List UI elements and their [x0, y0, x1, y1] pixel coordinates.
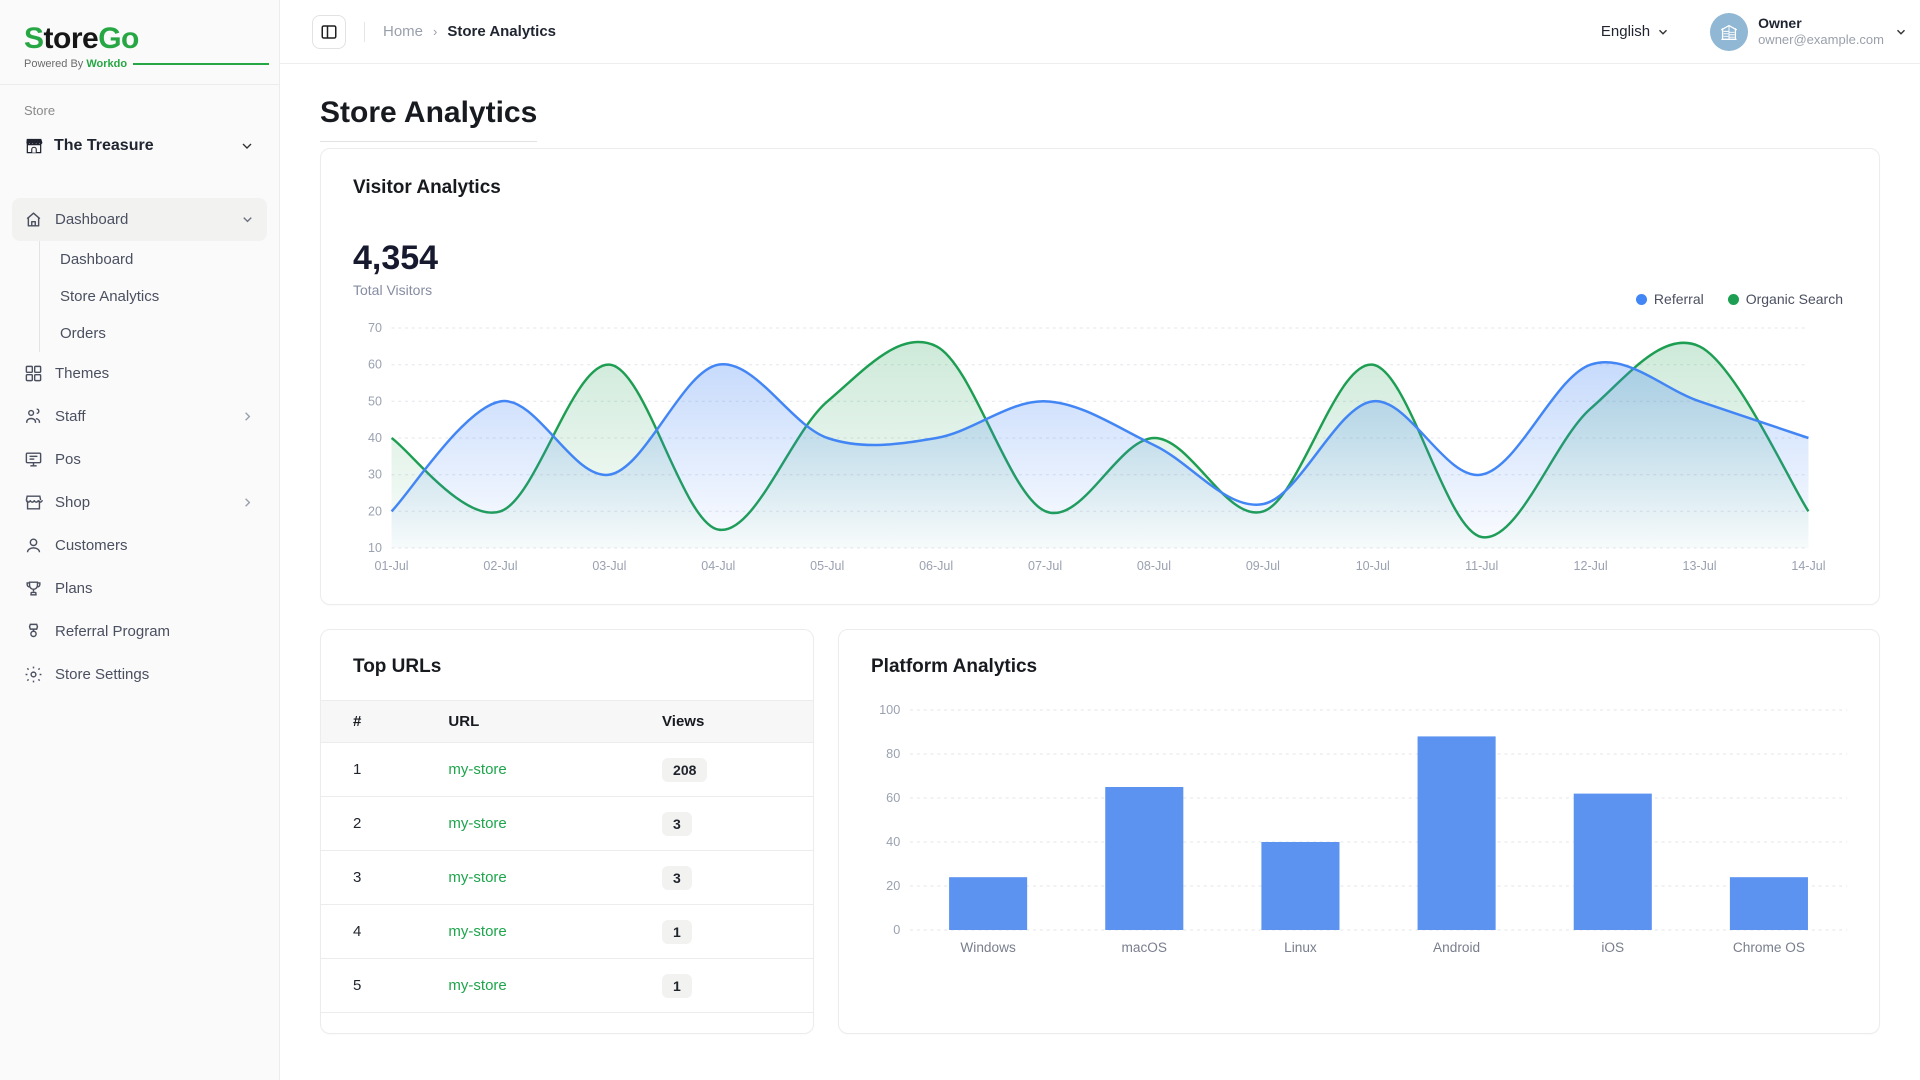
svg-text:14-Jul: 14-Jul	[1791, 558, 1825, 573]
svg-text:0: 0	[893, 922, 900, 937]
svg-text:80: 80	[886, 746, 900, 761]
svg-text:60: 60	[886, 790, 900, 805]
svg-text:Android: Android	[1433, 939, 1480, 955]
svg-text:11-Jul: 11-Jul	[1465, 558, 1498, 573]
svg-text:20: 20	[886, 878, 900, 893]
svg-text:Chrome OS: Chrome OS	[1733, 939, 1805, 955]
svg-text:13-Jul: 13-Jul	[1682, 558, 1716, 573]
svg-text:08-Jul: 08-Jul	[1137, 558, 1171, 573]
svg-text:10: 10	[368, 540, 382, 555]
svg-text:10-Jul: 10-Jul	[1356, 558, 1390, 573]
svg-text:03-Jul: 03-Jul	[592, 558, 626, 573]
svg-text:iOS: iOS	[1601, 939, 1624, 955]
svg-text:70: 70	[368, 320, 382, 335]
svg-text:Linux: Linux	[1284, 939, 1317, 955]
svg-text:Windows: Windows	[960, 939, 1015, 955]
svg-text:06-Jul: 06-Jul	[919, 558, 953, 573]
svg-text:12-Jul: 12-Jul	[1574, 558, 1608, 573]
svg-text:40: 40	[886, 834, 900, 849]
svg-text:07-Jul: 07-Jul	[1028, 558, 1062, 573]
svg-text:30: 30	[368, 466, 382, 481]
svg-text:40: 40	[368, 430, 382, 445]
svg-text:100: 100	[879, 702, 900, 717]
svg-text:04-Jul: 04-Jul	[701, 558, 735, 573]
svg-text:50: 50	[368, 393, 382, 408]
svg-text:60: 60	[368, 356, 382, 371]
svg-text:01-Jul: 01-Jul	[375, 558, 409, 573]
svg-text:macOS: macOS	[1122, 939, 1168, 955]
svg-text:09-Jul: 09-Jul	[1246, 558, 1280, 573]
svg-text:05-Jul: 05-Jul	[810, 558, 844, 573]
svg-text:20: 20	[368, 503, 382, 518]
svg-text:02-Jul: 02-Jul	[483, 558, 517, 573]
